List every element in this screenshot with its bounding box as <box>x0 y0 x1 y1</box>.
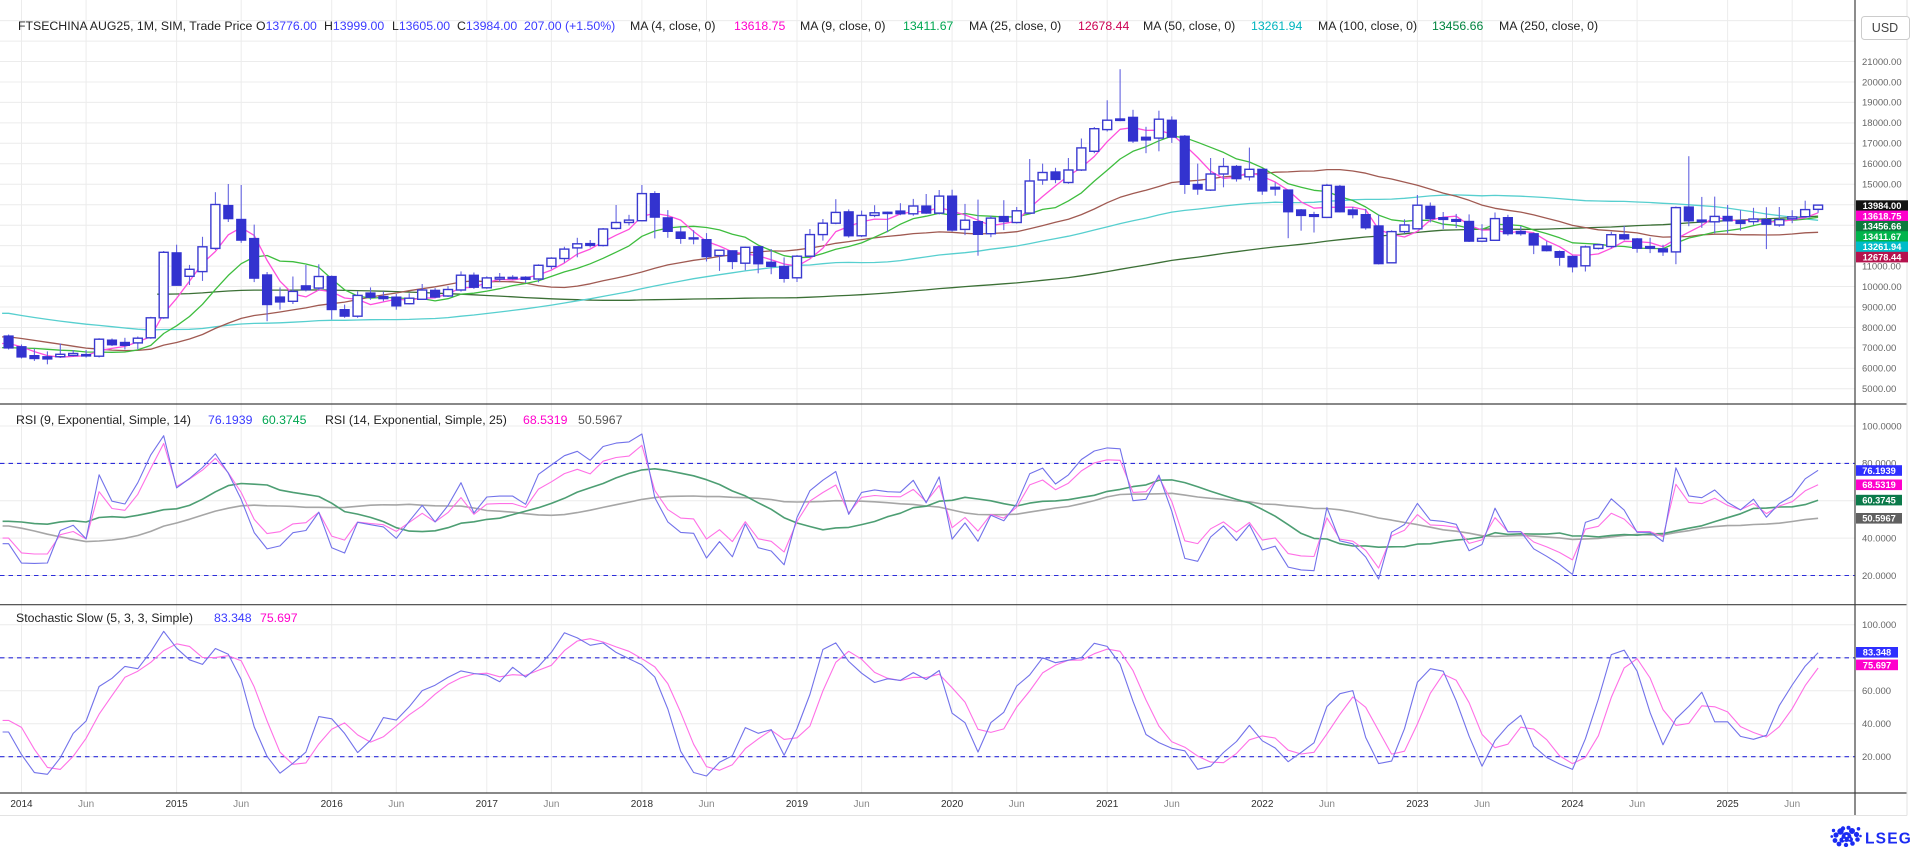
svg-text:60.3745: 60.3745 <box>1862 496 1896 506</box>
svg-text:Jun: Jun <box>1009 799 1025 810</box>
svg-text:2024: 2024 <box>1561 799 1584 810</box>
svg-text:Jun: Jun <box>78 799 94 810</box>
svg-text:2022: 2022 <box>1251 799 1274 810</box>
svg-text:MA (25, close, 0): MA (25, close, 0) <box>969 19 1061 33</box>
svg-text:13411.67: 13411.67 <box>903 19 954 33</box>
svg-text:50.5967: 50.5967 <box>1862 514 1896 524</box>
svg-text:12678.44: 12678.44 <box>1078 19 1129 33</box>
svg-text:RSI (9, Exponential, Simple, 1: RSI (9, Exponential, Simple, 14) <box>16 413 191 427</box>
svg-text:Jun: Jun <box>1164 799 1180 810</box>
svg-text:17000.00: 17000.00 <box>1862 139 1902 150</box>
svg-text:Jun: Jun <box>543 799 559 810</box>
svg-text:O13776.00: O13776.00 <box>256 19 317 33</box>
svg-text:76.1939: 76.1939 <box>1862 466 1896 476</box>
svg-text:18000.00: 18000.00 <box>1862 118 1902 129</box>
svg-text:13261.94: 13261.94 <box>1863 242 1903 252</box>
svg-text:60.3745: 60.3745 <box>262 413 307 427</box>
svg-text:USD: USD <box>1872 21 1898 35</box>
svg-text:8000.00: 8000.00 <box>1862 323 1896 334</box>
svg-text:68.5319: 68.5319 <box>1862 480 1896 490</box>
svg-text:13411.67: 13411.67 <box>1863 232 1901 242</box>
svg-text:MA (9, close, 0): MA (9, close, 0) <box>800 19 885 33</box>
svg-text:9000.00: 9000.00 <box>1862 302 1896 313</box>
svg-text:Jun: Jun <box>1319 799 1335 810</box>
svg-text:C13984.00: C13984.00 <box>457 19 517 33</box>
svg-text:MA (100, close, 0): MA (100, close, 0) <box>1318 19 1417 33</box>
svg-text:12678.44: 12678.44 <box>1863 253 1903 263</box>
svg-text:20.0000: 20.0000 <box>1862 571 1896 582</box>
svg-text:2025: 2025 <box>1716 799 1739 810</box>
svg-text:2018: 2018 <box>631 799 654 810</box>
svg-text:50.5967: 50.5967 <box>578 413 623 427</box>
svg-text:2014: 2014 <box>10 799 33 810</box>
svg-text:L13605.00: L13605.00 <box>392 19 450 33</box>
svg-text:75.697: 75.697 <box>1863 660 1891 670</box>
svg-text:H13999.00: H13999.00 <box>324 19 384 33</box>
svg-text:20000.00: 20000.00 <box>1862 77 1902 88</box>
svg-text:16000.00: 16000.00 <box>1862 159 1902 170</box>
svg-text:Jun: Jun <box>854 799 870 810</box>
svg-text:Jun: Jun <box>1629 799 1645 810</box>
svg-text:5000.00: 5000.00 <box>1862 384 1896 395</box>
svg-text:RSI (14, Exponential, Simple,: RSI (14, Exponential, Simple, 25) <box>325 413 507 427</box>
svg-text:Jun: Jun <box>1474 799 1490 810</box>
svg-text:76.1939: 76.1939 <box>208 413 253 427</box>
svg-text:Jun: Jun <box>698 799 714 810</box>
svg-text:13456.66: 13456.66 <box>1863 222 1902 232</box>
svg-text:13984.00: 13984.00 <box>1863 201 1902 211</box>
svg-text:75.697: 75.697 <box>260 611 298 625</box>
svg-text:100.0000: 100.0000 <box>1862 421 1902 432</box>
svg-text:13261.94: 13261.94 <box>1251 19 1302 33</box>
svg-text:19000.00: 19000.00 <box>1862 98 1902 109</box>
svg-text:Jun: Jun <box>233 799 249 810</box>
svg-text:2023: 2023 <box>1406 799 1429 810</box>
svg-text:80.0000: 80.0000 <box>1862 459 1896 470</box>
svg-text:68.5319: 68.5319 <box>523 413 568 427</box>
svg-text:LSEG: LSEG <box>1865 831 1912 848</box>
svg-text:7000.00: 7000.00 <box>1862 343 1896 354</box>
svg-text:13618.75: 13618.75 <box>1863 211 1902 221</box>
svg-text:2015: 2015 <box>165 799 188 810</box>
svg-text:60.000: 60.000 <box>1862 686 1891 697</box>
svg-text:2017: 2017 <box>476 799 499 810</box>
svg-text:Jun: Jun <box>1784 799 1800 810</box>
svg-text:2019: 2019 <box>786 799 809 810</box>
svg-text:2021: 2021 <box>1096 799 1119 810</box>
svg-text:6000.00: 6000.00 <box>1862 364 1896 375</box>
svg-text:207.00 (+1.50%): 207.00 (+1.50%) <box>524 19 615 33</box>
svg-text:83.348: 83.348 <box>214 611 252 625</box>
svg-text:10000.00: 10000.00 <box>1862 282 1902 293</box>
svg-text:40.0000: 40.0000 <box>1862 533 1896 544</box>
svg-text:13618.75: 13618.75 <box>734 19 785 33</box>
svg-text:13456.66: 13456.66 <box>1432 19 1483 33</box>
svg-text:100.000: 100.000 <box>1862 620 1896 631</box>
svg-text:2016: 2016 <box>321 799 344 810</box>
svg-text:20.000: 20.000 <box>1862 752 1891 763</box>
svg-text:15000.00: 15000.00 <box>1862 180 1902 191</box>
svg-text:2020: 2020 <box>941 799 964 810</box>
svg-text:Jun: Jun <box>388 799 404 810</box>
svg-text:MA (50, close, 0): MA (50, close, 0) <box>1143 19 1235 33</box>
svg-text:FTSECHINA AUG25, 1M, SIM, Trad: FTSECHINA AUG25, 1M, SIM, Trade Price <box>18 19 253 33</box>
svg-text:MA (4, close, 0): MA (4, close, 0) <box>630 19 715 33</box>
svg-text:MA (250, close, 0): MA (250, close, 0) <box>1499 19 1598 33</box>
svg-text:83.348: 83.348 <box>1863 648 1891 658</box>
svg-text:11000.00: 11000.00 <box>1862 261 1901 272</box>
svg-text:Stochastic Slow (5, 3, 3, Simp: Stochastic Slow (5, 3, 3, Simple) <box>16 611 193 625</box>
svg-text:40.000: 40.000 <box>1862 719 1891 730</box>
svg-text:21000.00: 21000.00 <box>1862 57 1902 68</box>
